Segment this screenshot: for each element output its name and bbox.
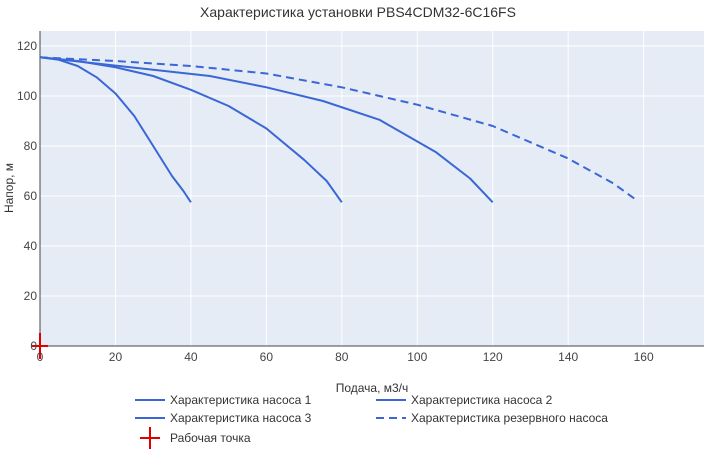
x-tick-label: 0 — [37, 350, 44, 364]
series-line-4 — [39, 56, 637, 201]
operating-point-marker — [32, 333, 48, 359]
tick-labels: 0 20 40 60 80 100 120 140 160 0 20 40 60 80 100 120 — [17, 39, 654, 364]
legend-label: Характеристика насоса 3 — [170, 411, 312, 425]
x-tick-label: 140 — [558, 350, 578, 364]
legend-item-4[interactable]: Характеристика резервного насоса — [376, 411, 608, 425]
legend[interactable]: Характеристика насоса 1 Характеристика на… — [135, 393, 608, 449]
legend-label: Характеристика резервного насоса — [411, 411, 608, 425]
legend-label: Рабочая точка — [170, 431, 251, 445]
x-tick-label: 160 — [634, 350, 654, 364]
y-tick-label: 60 — [24, 189, 38, 203]
y-tick-label: 100 — [17, 89, 37, 103]
y-tick-label: 0 — [30, 339, 37, 353]
y-tick-label: 80 — [24, 139, 38, 153]
x-tick-label: 20 — [109, 350, 123, 364]
plot-area — [40, 31, 704, 346]
y-tick-label: 120 — [17, 39, 37, 53]
legend-item-5[interactable]: Рабочая точка — [140, 427, 251, 449]
series-line-1 — [39, 56, 192, 203]
x-tick-label: 100 — [407, 350, 427, 364]
x-tick-label: 80 — [335, 350, 349, 364]
series-layer — [32, 56, 637, 359]
chart-title: Характеристика установки PBS4CDM32-6C16F… — [200, 4, 516, 20]
legend-item-3[interactable]: Характеристика насоса 3 — [135, 411, 312, 425]
legend-label: Характеристика насоса 1 — [170, 393, 312, 407]
x-tick-label: 60 — [260, 350, 274, 364]
legend-item-1[interactable]: Характеристика насоса 1 — [135, 393, 312, 407]
y-axis-title: Напор, м — [2, 163, 16, 213]
y-tick-label: 40 — [24, 239, 38, 253]
x-axis-title: Подача, м3/ч — [336, 381, 409, 395]
legend-item-2[interactable]: Характеристика насоса 2 — [376, 393, 553, 407]
x-tick-label: 120 — [483, 350, 503, 364]
series-line-3 — [39, 56, 494, 203]
y-tick-label: 20 — [24, 289, 38, 303]
axes — [39, 31, 704, 347]
x-tick-label: 40 — [184, 350, 198, 364]
legend-label: Характеристика насоса 2 — [411, 393, 553, 407]
